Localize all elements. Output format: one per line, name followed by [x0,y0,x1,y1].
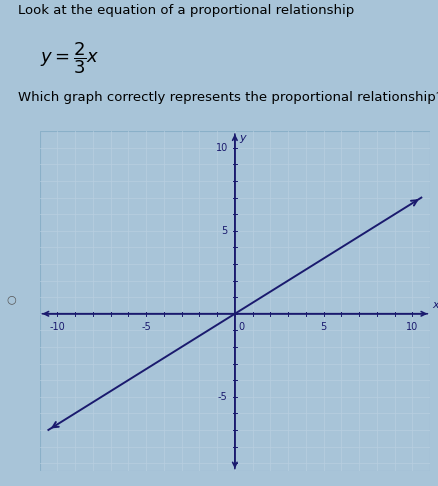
Text: -10: -10 [49,322,65,332]
Text: x: x [431,300,438,311]
Text: 10: 10 [215,143,227,153]
Text: -5: -5 [218,392,227,402]
Text: Look at the equation of a proportional relationship: Look at the equation of a proportional r… [18,4,353,17]
Text: 5: 5 [221,226,227,236]
Text: y: y [239,133,245,143]
Text: ○: ○ [6,294,16,304]
Text: 10: 10 [406,322,417,332]
Text: 0: 0 [238,322,244,332]
Text: -5: -5 [141,322,151,332]
Text: $y = \dfrac{2}{3}x$: $y = \dfrac{2}{3}x$ [39,40,99,76]
Text: 5: 5 [320,322,326,332]
Text: Which graph correctly represents the proportional relationship?: Which graph correctly represents the pro… [18,91,438,104]
